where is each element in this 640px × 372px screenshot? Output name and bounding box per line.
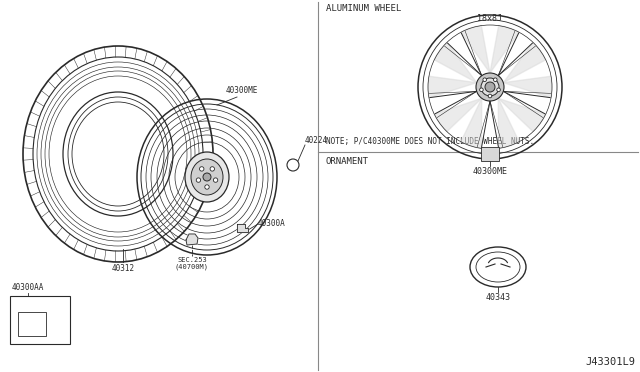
Circle shape [479, 88, 483, 92]
Polygon shape [498, 98, 546, 132]
Text: 40312: 40312 [111, 264, 134, 273]
Text: 40300ME: 40300ME [226, 86, 258, 95]
Circle shape [488, 94, 492, 98]
Text: 18x8J: 18x8J [477, 14, 502, 23]
Circle shape [213, 178, 218, 182]
Polygon shape [186, 234, 198, 245]
Text: 40224: 40224 [305, 136, 328, 145]
Polygon shape [461, 98, 482, 148]
Text: J43301L9: J43301L9 [585, 357, 635, 367]
Text: ORNAMENT: ORNAMENT [326, 157, 369, 166]
Polygon shape [503, 42, 546, 83]
Circle shape [497, 88, 500, 92]
Circle shape [483, 78, 486, 81]
Bar [481, 147, 499, 161]
Text: 40300A: 40300A [258, 219, 285, 228]
Polygon shape [435, 42, 477, 83]
Bar [18, 312, 46, 336]
Ellipse shape [74, 104, 162, 204]
Circle shape [481, 78, 499, 96]
Text: ALUMINUM WHEEL: ALUMINUM WHEEL [326, 4, 401, 13]
Text: 40300ME: 40300ME [472, 167, 508, 176]
Polygon shape [498, 98, 519, 148]
Circle shape [210, 167, 214, 171]
Circle shape [203, 173, 211, 181]
Text: SEC.253
(40700M): SEC.253 (40700M) [175, 257, 209, 270]
Circle shape [196, 178, 201, 182]
Circle shape [205, 185, 209, 189]
Ellipse shape [191, 159, 223, 195]
Polygon shape [428, 76, 477, 98]
Text: 40343: 40343 [486, 293, 511, 302]
Polygon shape [490, 26, 519, 73]
Circle shape [493, 78, 497, 81]
Polygon shape [237, 224, 248, 232]
Polygon shape [503, 76, 552, 98]
Circle shape [485, 82, 495, 92]
Circle shape [200, 167, 204, 171]
Circle shape [476, 73, 504, 101]
Polygon shape [461, 26, 490, 73]
Ellipse shape [185, 152, 229, 202]
Text: NOTE; P/C40300ME DOES NOT INCLUDE WHEEL NUTS.: NOTE; P/C40300ME DOES NOT INCLUDE WHEEL … [326, 137, 534, 146]
Bar [10, 296, 70, 344]
Text: 40300AA: 40300AA [12, 283, 44, 292]
Polygon shape [435, 98, 482, 132]
